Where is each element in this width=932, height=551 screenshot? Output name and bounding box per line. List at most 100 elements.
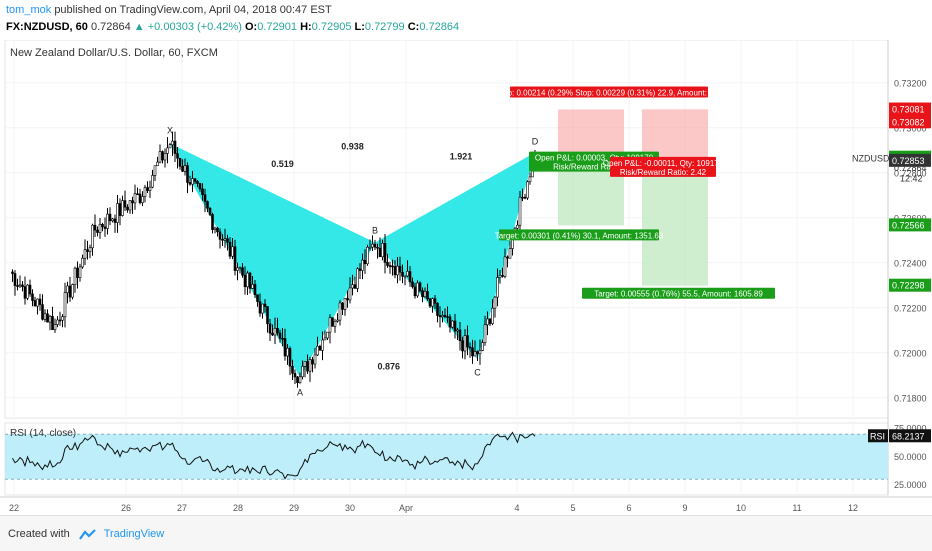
candle-body — [103, 226, 107, 229]
candle-body — [361, 259, 364, 271]
x-tick-label: 29 — [289, 503, 299, 513]
candle-body — [213, 227, 217, 230]
pattern-point-label: C — [474, 368, 481, 378]
candle-body — [63, 292, 67, 318]
candle-body — [391, 265, 394, 268]
candle-body — [256, 294, 259, 302]
position-labels: Stop: 0.00214 (0.29% Stop: 0.00229 (0.31… — [495, 86, 775, 299]
candle-body — [168, 144, 172, 149]
candle-body — [388, 265, 392, 267]
candle-body — [286, 348, 289, 357]
candle-body — [173, 140, 177, 154]
open-pnl-text: Open P&L: -0.00011, Qty: 109170 — [603, 159, 724, 168]
candle-body — [393, 266, 397, 276]
candle-body — [156, 161, 159, 167]
candle-body — [81, 257, 84, 268]
price-chart[interactable]: New Zealand Dollar/U.S. Dollar, 60, FXCM… — [0, 40, 932, 515]
candle-body — [66, 285, 69, 293]
price-label: 0.72298 — [892, 281, 925, 291]
candle-body — [303, 361, 307, 367]
candle-body — [428, 298, 432, 307]
candle-body — [78, 266, 82, 278]
author-link[interactable]: tom_mok — [6, 4, 52, 16]
candle-body — [116, 203, 119, 223]
candle-body — [313, 354, 317, 365]
candle-body — [223, 238, 227, 241]
candle-body — [71, 284, 74, 298]
x-tick-label: 4 — [514, 503, 519, 513]
rsi-tick-label: 75.0000 — [894, 424, 927, 434]
candle-body — [486, 318, 489, 326]
candle-body — [353, 284, 357, 289]
candle-body — [143, 187, 147, 197]
publish-info: published on TradingView.com, April 04, … — [54, 4, 332, 16]
candle-body — [401, 271, 404, 277]
candle-body — [161, 151, 164, 161]
candle-body — [453, 320, 457, 332]
candle-body — [326, 331, 329, 339]
candle-body — [258, 301, 262, 314]
rsi-tick-label: 50.0000 — [894, 452, 927, 462]
candle-body — [138, 193, 142, 203]
candle-body — [96, 229, 99, 233]
candle-body — [61, 316, 64, 321]
candle-body — [366, 246, 369, 265]
ohlc-line: FX:NZDUSD, 60 0.72864 ▲ +0.00303 (+0.42%… — [6, 21, 460, 33]
candle-body — [93, 224, 97, 231]
candle-body — [398, 265, 402, 273]
candle-body — [13, 273, 17, 286]
candle-body — [506, 256, 509, 259]
candle-body — [341, 302, 344, 310]
rsi-badge-bg — [868, 429, 888, 443]
candle-body — [18, 284, 22, 287]
stop-text: Stop: 0.00214 (0.29% Stop: 0.00229 (0.31… — [496, 89, 723, 98]
rsi-panel: RSI (14, close) 75.0000 50.0000 25.0000 RSI 6… — [5, 424, 931, 490]
candle-body — [323, 337, 327, 341]
ratio-label: 0.519 — [271, 159, 294, 169]
candle-body — [113, 218, 117, 223]
candle-body — [51, 315, 54, 330]
rsi-value-bg — [889, 429, 931, 443]
candle-body — [288, 348, 292, 367]
candle-body — [141, 196, 144, 203]
candle-body — [411, 281, 414, 288]
candle-body — [468, 346, 472, 349]
open-pnl-text: Open P&L: 0.00003, Qty: 109170 — [535, 154, 654, 163]
x-tick-label: 26 — [121, 503, 131, 513]
candle-body — [253, 284, 257, 296]
last-price: 0.72864 — [90, 21, 131, 33]
candle-body — [296, 376, 299, 383]
candle-body — [488, 318, 492, 324]
candle-body — [458, 329, 462, 342]
candle-body — [481, 342, 484, 351]
position-2-label-bg — [610, 156, 716, 177]
candle-body — [118, 203, 122, 216]
candle-body — [383, 243, 387, 263]
candle-body — [516, 224, 519, 229]
tradingview-link[interactable]: TradingView — [103, 528, 165, 540]
candle-body — [236, 267, 239, 271]
ratio-label: 0.876 — [377, 362, 400, 372]
current-price-label: 0.72864 — [894, 163, 927, 173]
candle-body — [331, 317, 334, 327]
candle-body — [491, 307, 494, 324]
candle-body — [306, 361, 309, 372]
candle-body — [471, 347, 474, 357]
candle-body — [278, 332, 282, 339]
price-change: +0.00303 (+0.42%) — [147, 21, 242, 33]
harmonic-pattern: X A B C D 0.519 0.938 1.921 0.876 — [167, 126, 539, 398]
symbol-axis-label: NZDUSD — [852, 153, 890, 163]
pattern-triangle-bcd — [375, 152, 535, 360]
candle-body — [473, 351, 477, 357]
candle-body — [203, 194, 207, 202]
candle-body — [46, 313, 49, 323]
candle-body — [291, 365, 294, 374]
x-tick-label: 6 — [626, 503, 631, 513]
chart-header: tom_mok published on TradingView.com, Ap… — [0, 0, 932, 40]
price-axis[interactable]: 0.732000.730000.728000.726000.724000.722… — [852, 40, 931, 495]
time-axis[interactable]: 22 26 27 28 29 30 Apr 4 5 6 9 10 11 12 — [0, 496, 932, 513]
candle-body — [266, 306, 269, 325]
target-text: Target: 0.00555 (0.76%) 55.5, Amount: 16… — [594, 290, 763, 299]
candle-body — [478, 350, 482, 355]
candle-body — [133, 193, 137, 204]
